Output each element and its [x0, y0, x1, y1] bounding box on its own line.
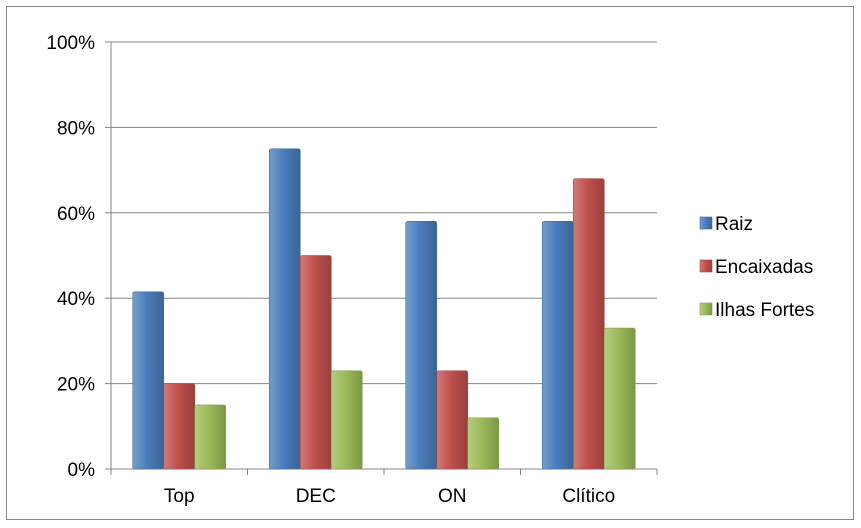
- y-tick-label: 40%: [57, 289, 95, 310]
- bar-ilhas-fortes-dec: [330, 370, 363, 470]
- y-tick-label: 0%: [68, 460, 96, 481]
- x-tick-label: ON: [438, 486, 467, 507]
- legend-swatch-raiz: [699, 216, 713, 230]
- y-tick-label: 100%: [46, 33, 95, 54]
- bar-raiz-on: [405, 221, 438, 470]
- legend-label-ilhas-fortes: Ilhas Fortes: [715, 300, 814, 321]
- y-tick-label: 20%: [57, 375, 95, 396]
- bars: [132, 148, 636, 470]
- bar-ilhas-fortes-top: [194, 404, 227, 470]
- legend-swatch-ilhas-fortes: [699, 302, 713, 316]
- y-tick-label: 60%: [57, 204, 95, 225]
- bar-raiz-dec: [268, 148, 301, 470]
- bar-ilhas-fortes-clítico: [603, 327, 636, 470]
- bar-encaixadas-dec: [299, 255, 332, 470]
- bar-raiz-top: [132, 291, 165, 470]
- legend-swatch-encaixadas: [699, 259, 713, 273]
- legend-label-encaixadas: Encaixadas: [715, 257, 813, 278]
- bar-encaixadas-top: [163, 383, 196, 470]
- x-tick-label: Top: [164, 486, 195, 507]
- x-tick-label: Clítico: [562, 486, 615, 507]
- legend-label-raiz: Raiz: [715, 214, 753, 235]
- bar-encaixadas-clítico: [572, 178, 605, 470]
- bar-encaixadas-on: [436, 370, 469, 470]
- x-tick-label: DEC: [296, 486, 336, 507]
- y-tick-label: 80%: [57, 118, 95, 139]
- legend: Raiz Encaixadas Ilhas Fortes: [699, 214, 814, 321]
- x-tick-labels: Top DEC ON Clítico: [164, 486, 615, 507]
- y-tick-labels: 0% 20% 40% 60% 80% 100%: [46, 33, 95, 481]
- bar-raiz-clítico: [541, 221, 574, 470]
- bar-ilhas-fortes-on: [467, 417, 500, 470]
